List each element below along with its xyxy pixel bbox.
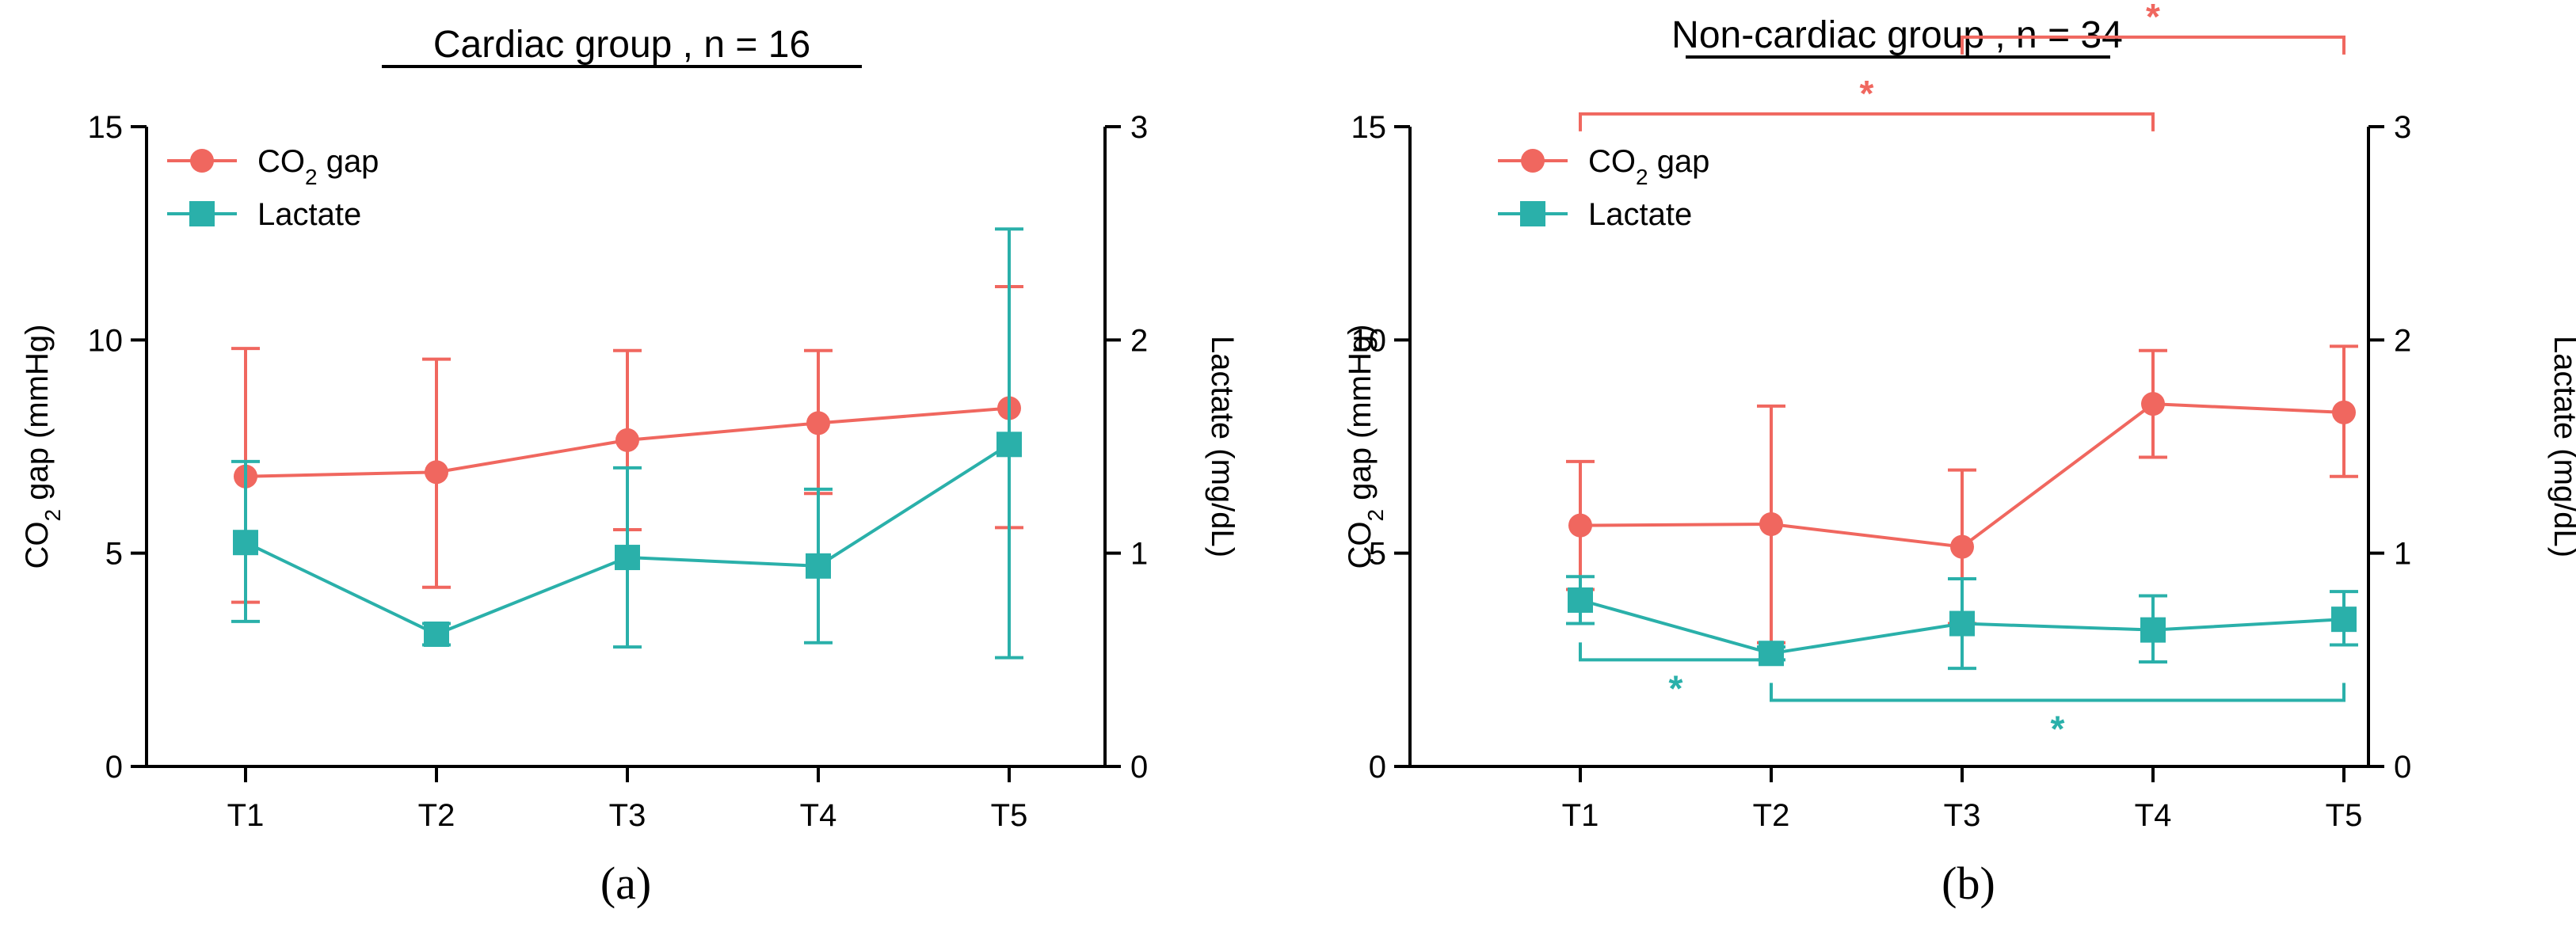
- y-tick-label: 0: [105, 750, 123, 785]
- y2-tick-label: 2: [1130, 323, 1148, 358]
- data-point-co2: [1759, 512, 1783, 537]
- series-lactate: [231, 227, 1023, 660]
- data-point-co2: [1950, 534, 1974, 559]
- x-tick-label: T3: [609, 798, 646, 833]
- y-axis-label: CO2 gap (mmHg): [20, 325, 65, 569]
- y-tick-label: 10: [1351, 323, 1387, 358]
- legend-co2-main: CO: [1588, 144, 1636, 179]
- data-point-co2: [425, 460, 448, 485]
- legend-co2-rest: gap: [1648, 144, 1710, 179]
- y2-axis-label: Lactate (mg/dL): [1205, 336, 1240, 557]
- bracket-line: [1579, 642, 1773, 662]
- significance-bracket: *: [1579, 642, 1773, 709]
- legend-co2-main: CO: [257, 144, 305, 179]
- legend-label-co2: CO2 gap: [1588, 144, 1709, 189]
- y-axis-label-rest: gap (mmHg): [20, 325, 55, 509]
- data-point-lactate: [1949, 610, 1975, 637]
- y-tick-label: 15: [1351, 110, 1387, 145]
- data-point-lactate: [2331, 606, 2357, 633]
- y2-tick-label: 0: [1130, 750, 1148, 785]
- y-tick-label: 10: [88, 323, 124, 358]
- data-point-co2: [2141, 392, 2165, 416]
- y-axis-label: CO2 gap (mmHg): [1343, 325, 1388, 569]
- legend-co2-rest: gap: [318, 144, 379, 179]
- chart-title: Cardiac group , n = 16: [433, 24, 810, 66]
- y2-tick-label: 0: [2394, 750, 2411, 785]
- y2-tick-label: 3: [2394, 110, 2411, 145]
- series-lactate: [1566, 575, 2358, 671]
- bracket-line: [1770, 683, 2345, 702]
- panel-label: (b): [1942, 857, 1995, 909]
- x-tick-label: T4: [2135, 798, 2172, 833]
- x-tick-label: T1: [227, 798, 265, 833]
- chart-panel-2: Non-cardiac group , n = 34 0 5 10 15 0 1 2 3 T1 T2…: [1343, 0, 2576, 909]
- significance-bracket: *: [1770, 683, 2345, 750]
- chart-panel-1: Cardiac group , n = 16 0 5 10 15 0 1 2 3 T1 T2 T3 T4…: [20, 24, 1240, 909]
- x-tick-label: T4: [800, 798, 837, 833]
- y2-axis-label: Lactate (mg/dL): [2547, 336, 2576, 557]
- data-point-co2: [615, 428, 639, 452]
- y2-tick-label: 1: [1130, 537, 1148, 572]
- legend: CO2 gap Lactate: [167, 144, 379, 232]
- x-tick-label: T5: [2326, 798, 2363, 833]
- x-tick-label: T2: [418, 798, 455, 833]
- legend-co2-sub: 2: [305, 165, 318, 189]
- panel-label: (a): [600, 857, 651, 909]
- significance-star: *: [2051, 709, 2065, 750]
- legend-label-lactate: Lactate: [257, 197, 361, 232]
- legend-label-co2: CO2 gap: [257, 144, 379, 189]
- significance-star: *: [1860, 73, 1874, 114]
- data-point-lactate: [806, 553, 831, 579]
- y-axis-label-rest: gap (mmHg): [1343, 325, 1378, 509]
- y-tick-label: 15: [88, 110, 124, 145]
- data-point-lactate: [615, 545, 640, 571]
- legend: CO2 gap Lactate: [1498, 144, 1709, 232]
- legend-label-lactate: Lactate: [1588, 197, 1692, 232]
- legend-marker-co2: [1521, 149, 1545, 173]
- data-point-co2: [1568, 513, 1592, 538]
- legend-marker-lactate: [1520, 201, 1545, 226]
- y-axis-label-sub: 2: [40, 509, 65, 522]
- bracket-line: [1579, 112, 2155, 131]
- data-point-lactate: [233, 530, 258, 556]
- x-tick-label: T5: [991, 798, 1028, 833]
- significance-bracket: *: [1961, 0, 2345, 55]
- bracket-line: [1961, 35, 2345, 55]
- data-point-co2: [806, 411, 830, 435]
- y-axis-label-sub: 2: [1363, 509, 1388, 522]
- x-tick-label: T3: [1944, 798, 1981, 833]
- data-point-lactate: [424, 622, 449, 648]
- y2-tick-label: 2: [2394, 323, 2411, 358]
- x-tick-label: T1: [1562, 798, 1599, 833]
- y2-tick-label: 3: [1130, 110, 1148, 145]
- legend-marker-co2: [190, 149, 214, 173]
- significance-star: *: [2146, 0, 2160, 37]
- series-co2-gap: [1566, 344, 2358, 645]
- legend-marker-lactate: [189, 201, 215, 226]
- significance-star: *: [1669, 667, 1683, 709]
- data-point-lactate: [2140, 617, 2166, 643]
- y-tick-label: 0: [1369, 750, 1386, 785]
- x-tick-label: T2: [1753, 798, 1790, 833]
- data-point-lactate: [996, 432, 1022, 458]
- significance-bracket: *: [1579, 73, 2155, 131]
- data-point-co2: [2332, 400, 2356, 424]
- y-tick-label: 5: [105, 537, 123, 572]
- legend-co2-sub: 2: [1636, 165, 1648, 189]
- data-point-lactate: [1568, 587, 1593, 613]
- y2-tick-label: 1: [2394, 537, 2411, 572]
- y-tick-label: 5: [1369, 537, 1386, 572]
- y-axis-label-main: CO: [1343, 521, 1378, 568]
- chart-title: Non-cardiac group , n = 34: [1671, 14, 2123, 56]
- y-axis-label-main: CO: [20, 521, 55, 568]
